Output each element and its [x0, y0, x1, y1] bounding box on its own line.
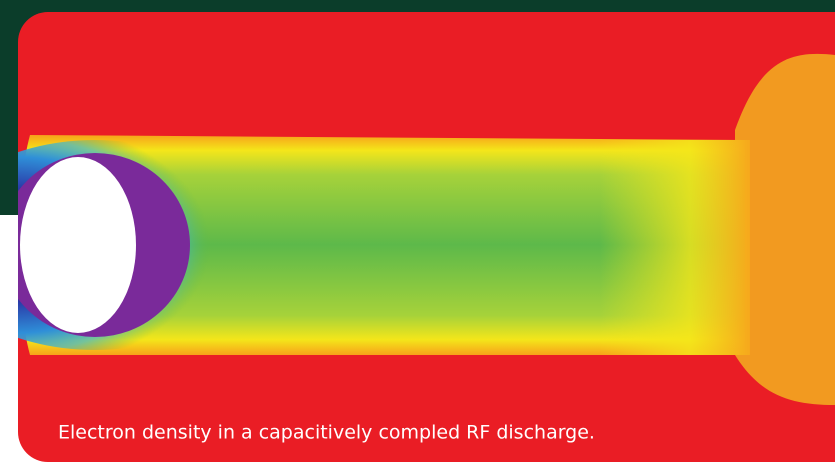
caption: Electron density in a capacitively compl… — [58, 422, 595, 444]
photo — [18, 12, 835, 462]
